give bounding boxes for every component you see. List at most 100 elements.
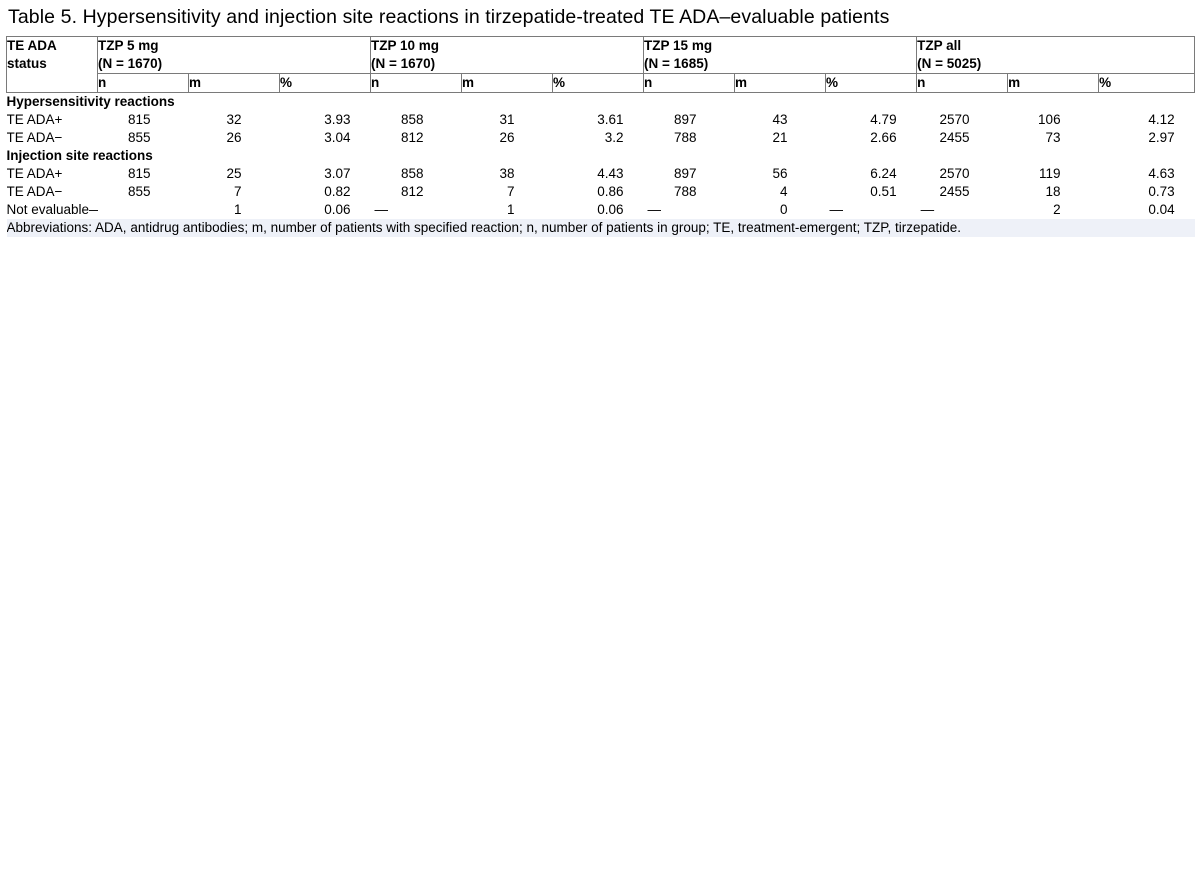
group-header-5mg: TZP 5 mg (N = 1670): [96, 36, 372, 74]
table-cell: 43: [772, 112, 788, 127]
row-status: TE ADA+: [6, 166, 63, 181]
table-cell: 106: [1038, 112, 1061, 127]
table-cell: 38: [499, 166, 515, 181]
table-cell: 2.97: [1148, 130, 1175, 145]
status-header-line1: TE ADA: [7, 38, 57, 53]
table-cell: 26: [226, 130, 242, 145]
table-cell: 4: [780, 184, 788, 199]
table-cell: 788: [674, 184, 697, 199]
table-cell: 815: [127, 112, 151, 127]
table-cell: 897: [674, 166, 697, 181]
footnote-row: Abbreviations: ADA, antidrug antibodies;…: [6, 219, 1195, 237]
subcol-header: n: [916, 73, 1009, 93]
table-cell: 7: [233, 184, 242, 199]
table-cell: 21: [772, 130, 788, 145]
subcol-header: %: [825, 73, 918, 93]
table-cell: —: [920, 202, 935, 217]
section-label: Injection site reactions: [6, 148, 153, 163]
table-cell: 0.86: [597, 184, 624, 199]
group-name: TZP all: [917, 38, 962, 53]
table-cell: 858: [400, 112, 424, 127]
table-cell: 6.24: [870, 166, 897, 181]
subcol-header: m: [188, 73, 280, 93]
header-row-groups: TE ADA status TZP 5 mg (N = 1670) TZP 10…: [6, 36, 1196, 93]
table-cell: 897: [674, 112, 697, 127]
status-header-line2: status: [7, 56, 47, 71]
header-row-subcols: n m % n m % n m % n m %: [7, 73, 1196, 93]
table-cell: 812: [400, 130, 424, 145]
subcol-header: m: [461, 73, 554, 93]
table-cell: 3.61: [597, 112, 624, 127]
table-cell: 0.06: [324, 202, 351, 217]
table-cell: 788: [674, 130, 697, 145]
table-cell: 2.66: [870, 130, 897, 145]
table-cell: —: [647, 202, 662, 217]
group-name: TZP 10 mg: [371, 38, 440, 53]
table-cell: 3.04: [324, 130, 351, 145]
table-cell: 815: [127, 166, 151, 181]
subcol-header: %: [278, 73, 372, 93]
table-cell: 1: [507, 202, 515, 217]
table-cell: 2: [1053, 202, 1061, 217]
table-cell: 2455: [939, 130, 970, 145]
table-cell: 3.07: [324, 166, 351, 181]
table-cell: 119: [1039, 166, 1061, 181]
section-header-row: Injection site reactions: [7, 147, 1195, 165]
table-cell: 4.79: [870, 112, 897, 127]
table-cell: 4.43: [597, 166, 624, 181]
table-cell: 7: [507, 184, 515, 199]
group-n: (N = 1670): [371, 56, 436, 71]
subcol-header: n: [643, 73, 736, 93]
table-cell: 855: [127, 130, 151, 145]
table-cell: 2570: [939, 166, 970, 181]
status-column-header: TE ADA status: [6, 36, 98, 93]
table-cell: 0.73: [1148, 184, 1175, 199]
table-cell: 2570: [939, 112, 970, 127]
group-header-15mg: TZP 15 mg (N = 1685): [643, 36, 918, 74]
subcol-header: n: [97, 73, 189, 93]
row-status: TE ADA−: [6, 130, 63, 145]
table-cell: 4.12: [1148, 112, 1175, 127]
subcol-header: %: [552, 73, 645, 93]
table-cell: 0.04: [1148, 202, 1175, 217]
table-row: Not evaluable— 1 0.06 — 1 0.06 — 0 — — 2 0.04: [7, 201, 1195, 219]
table-row: TE ADA− 855 7 0.82 812 7 0.86 788 4 0.51 2455 18 0.7…: [7, 183, 1195, 201]
results-table: TE ADA status TZP 5 mg (N = 1670) TZP 10…: [6, 36, 1196, 237]
subcol-header: m: [1007, 73, 1100, 93]
table-cell: 855: [127, 184, 151, 199]
abbreviations-footnote: Abbreviations: ADA, antidrug antibodies;…: [6, 219, 1195, 237]
table-cell: 1: [233, 202, 242, 217]
group-name: TZP 15 mg: [644, 38, 713, 53]
table-cell: 0.51: [870, 184, 897, 199]
subcol-header: %: [1098, 73, 1196, 93]
table-row: TE ADA+ 815 32 3.93 858 31 3.61 897 43 4.79 2570 10…: [7, 111, 1195, 129]
group-n: (N = 1670): [98, 56, 163, 71]
table-cell: 2455: [939, 184, 970, 199]
group-n: (N = 5025): [917, 56, 982, 71]
table-cell: 0.06: [597, 202, 624, 217]
group-header-10mg: TZP 10 mg (N = 1670): [370, 36, 645, 74]
group-name: TZP 5 mg: [98, 38, 159, 53]
table-cell: 32: [226, 112, 242, 127]
table-cell: 56: [772, 166, 788, 181]
group-header-all: TZP all (N = 5025): [916, 36, 1196, 74]
row-status: Not evaluable—: [6, 202, 98, 217]
table-row: TE ADA− 855 26 3.04 812 26 3.2 788 21 2.66 2455 73 2…: [7, 129, 1195, 147]
table-cell: 0.82: [324, 184, 351, 199]
table-title: Table 5. Hypersensitivity and injection …: [8, 6, 890, 28]
table-cell: 25: [226, 166, 242, 181]
table-cell: 4.63: [1148, 166, 1175, 181]
section-label: Hypersensitivity reactions: [6, 94, 175, 109]
table-cell: 858: [400, 166, 424, 181]
table-cell: 18: [1045, 184, 1061, 199]
subcol-header: m: [734, 73, 827, 93]
table-cell: 31: [499, 112, 515, 127]
table-cell: 812: [400, 184, 424, 199]
table-cell: 26: [499, 130, 515, 145]
row-status: TE ADA−: [6, 184, 63, 199]
table-cell: —: [829, 202, 844, 217]
table-cell: [98, 201, 189, 219]
group-n: (N = 1685): [644, 56, 709, 71]
table-cell: 3.2: [604, 130, 624, 145]
table-cell: 73: [1045, 130, 1061, 145]
